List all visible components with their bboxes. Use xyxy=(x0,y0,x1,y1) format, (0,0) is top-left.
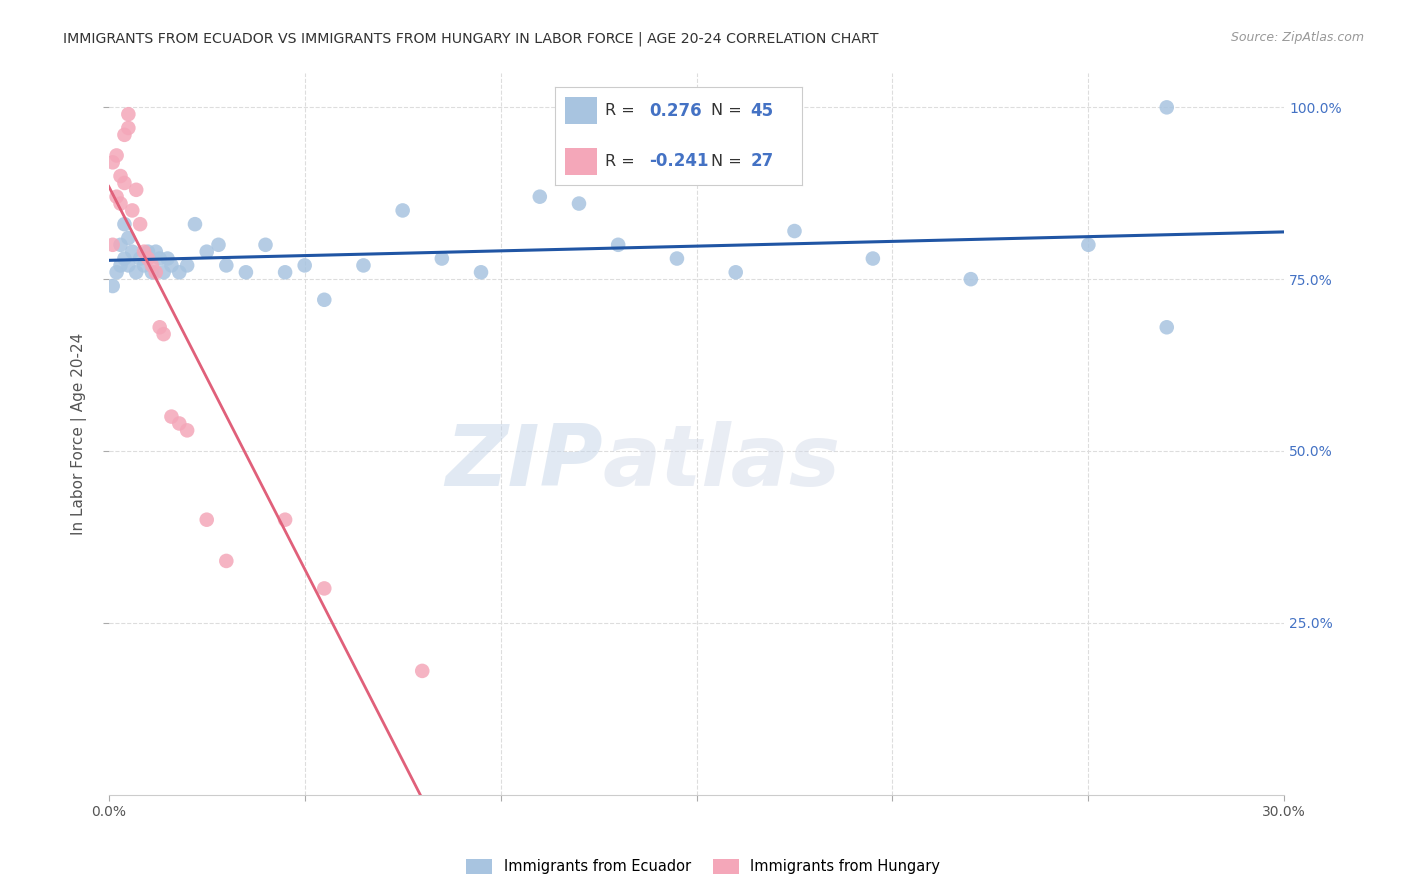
Point xyxy=(235,265,257,279)
Point xyxy=(121,244,143,259)
Point xyxy=(132,259,155,273)
Text: Source: ZipAtlas.com: Source: ZipAtlas.com xyxy=(1230,31,1364,45)
Point xyxy=(114,217,136,231)
Point xyxy=(1077,237,1099,252)
Point xyxy=(129,217,152,231)
Point xyxy=(430,252,453,266)
Text: atlas: atlas xyxy=(603,421,841,504)
Point xyxy=(117,259,139,273)
Point xyxy=(215,259,238,273)
Point xyxy=(160,409,183,424)
Point xyxy=(568,196,591,211)
Point xyxy=(121,203,143,218)
Text: ZIP: ZIP xyxy=(444,421,603,504)
Text: IMMIGRANTS FROM ECUADOR VS IMMIGRANTS FROM HUNGARY IN LABOR FORCE | AGE 20-24 CO: IMMIGRANTS FROM ECUADOR VS IMMIGRANTS FR… xyxy=(63,31,879,45)
Point xyxy=(391,203,413,218)
Point xyxy=(141,259,163,273)
Point xyxy=(195,244,218,259)
Point xyxy=(254,237,277,252)
Point xyxy=(176,259,198,273)
Point xyxy=(101,155,124,169)
Point xyxy=(152,327,174,342)
Point xyxy=(105,148,128,162)
Point xyxy=(215,554,238,568)
Point xyxy=(110,237,132,252)
Point xyxy=(125,265,148,279)
Point xyxy=(110,169,132,183)
Point xyxy=(665,252,688,266)
Point xyxy=(294,259,316,273)
Point xyxy=(105,190,128,204)
Point xyxy=(125,183,148,197)
Point xyxy=(114,176,136,190)
Point xyxy=(129,252,152,266)
Point xyxy=(274,265,297,279)
Legend: Immigrants from Ecuador, Immigrants from Hungary: Immigrants from Ecuador, Immigrants from… xyxy=(460,853,946,880)
Point xyxy=(110,196,132,211)
Point xyxy=(156,252,179,266)
Point xyxy=(959,272,981,286)
Point xyxy=(141,265,163,279)
Point xyxy=(607,237,630,252)
Point xyxy=(117,231,139,245)
Point xyxy=(110,259,132,273)
Point xyxy=(783,224,806,238)
Point xyxy=(101,237,124,252)
Point xyxy=(132,244,155,259)
Point xyxy=(114,128,136,142)
Point xyxy=(176,423,198,437)
Point xyxy=(1156,320,1178,334)
Point xyxy=(169,265,191,279)
Point xyxy=(724,265,747,279)
Point xyxy=(149,320,172,334)
Point xyxy=(470,265,492,279)
Point xyxy=(117,107,139,121)
Point xyxy=(145,244,167,259)
Point xyxy=(314,582,336,596)
Y-axis label: In Labor Force | Age 20-24: In Labor Force | Age 20-24 xyxy=(72,333,87,535)
Point xyxy=(1156,100,1178,114)
Point xyxy=(169,417,191,431)
Point xyxy=(145,265,167,279)
Point xyxy=(149,252,172,266)
Point xyxy=(117,120,139,135)
Point xyxy=(207,237,229,252)
Point xyxy=(314,293,336,307)
Point xyxy=(136,244,159,259)
Point xyxy=(160,259,183,273)
Point xyxy=(411,664,433,678)
Point xyxy=(353,259,375,273)
Point xyxy=(184,217,207,231)
Point xyxy=(529,190,551,204)
Point xyxy=(136,252,159,266)
Point xyxy=(152,265,174,279)
Point xyxy=(274,513,297,527)
Point xyxy=(862,252,884,266)
Point xyxy=(105,265,128,279)
Point xyxy=(195,513,218,527)
Point xyxy=(101,279,124,293)
Point xyxy=(114,252,136,266)
